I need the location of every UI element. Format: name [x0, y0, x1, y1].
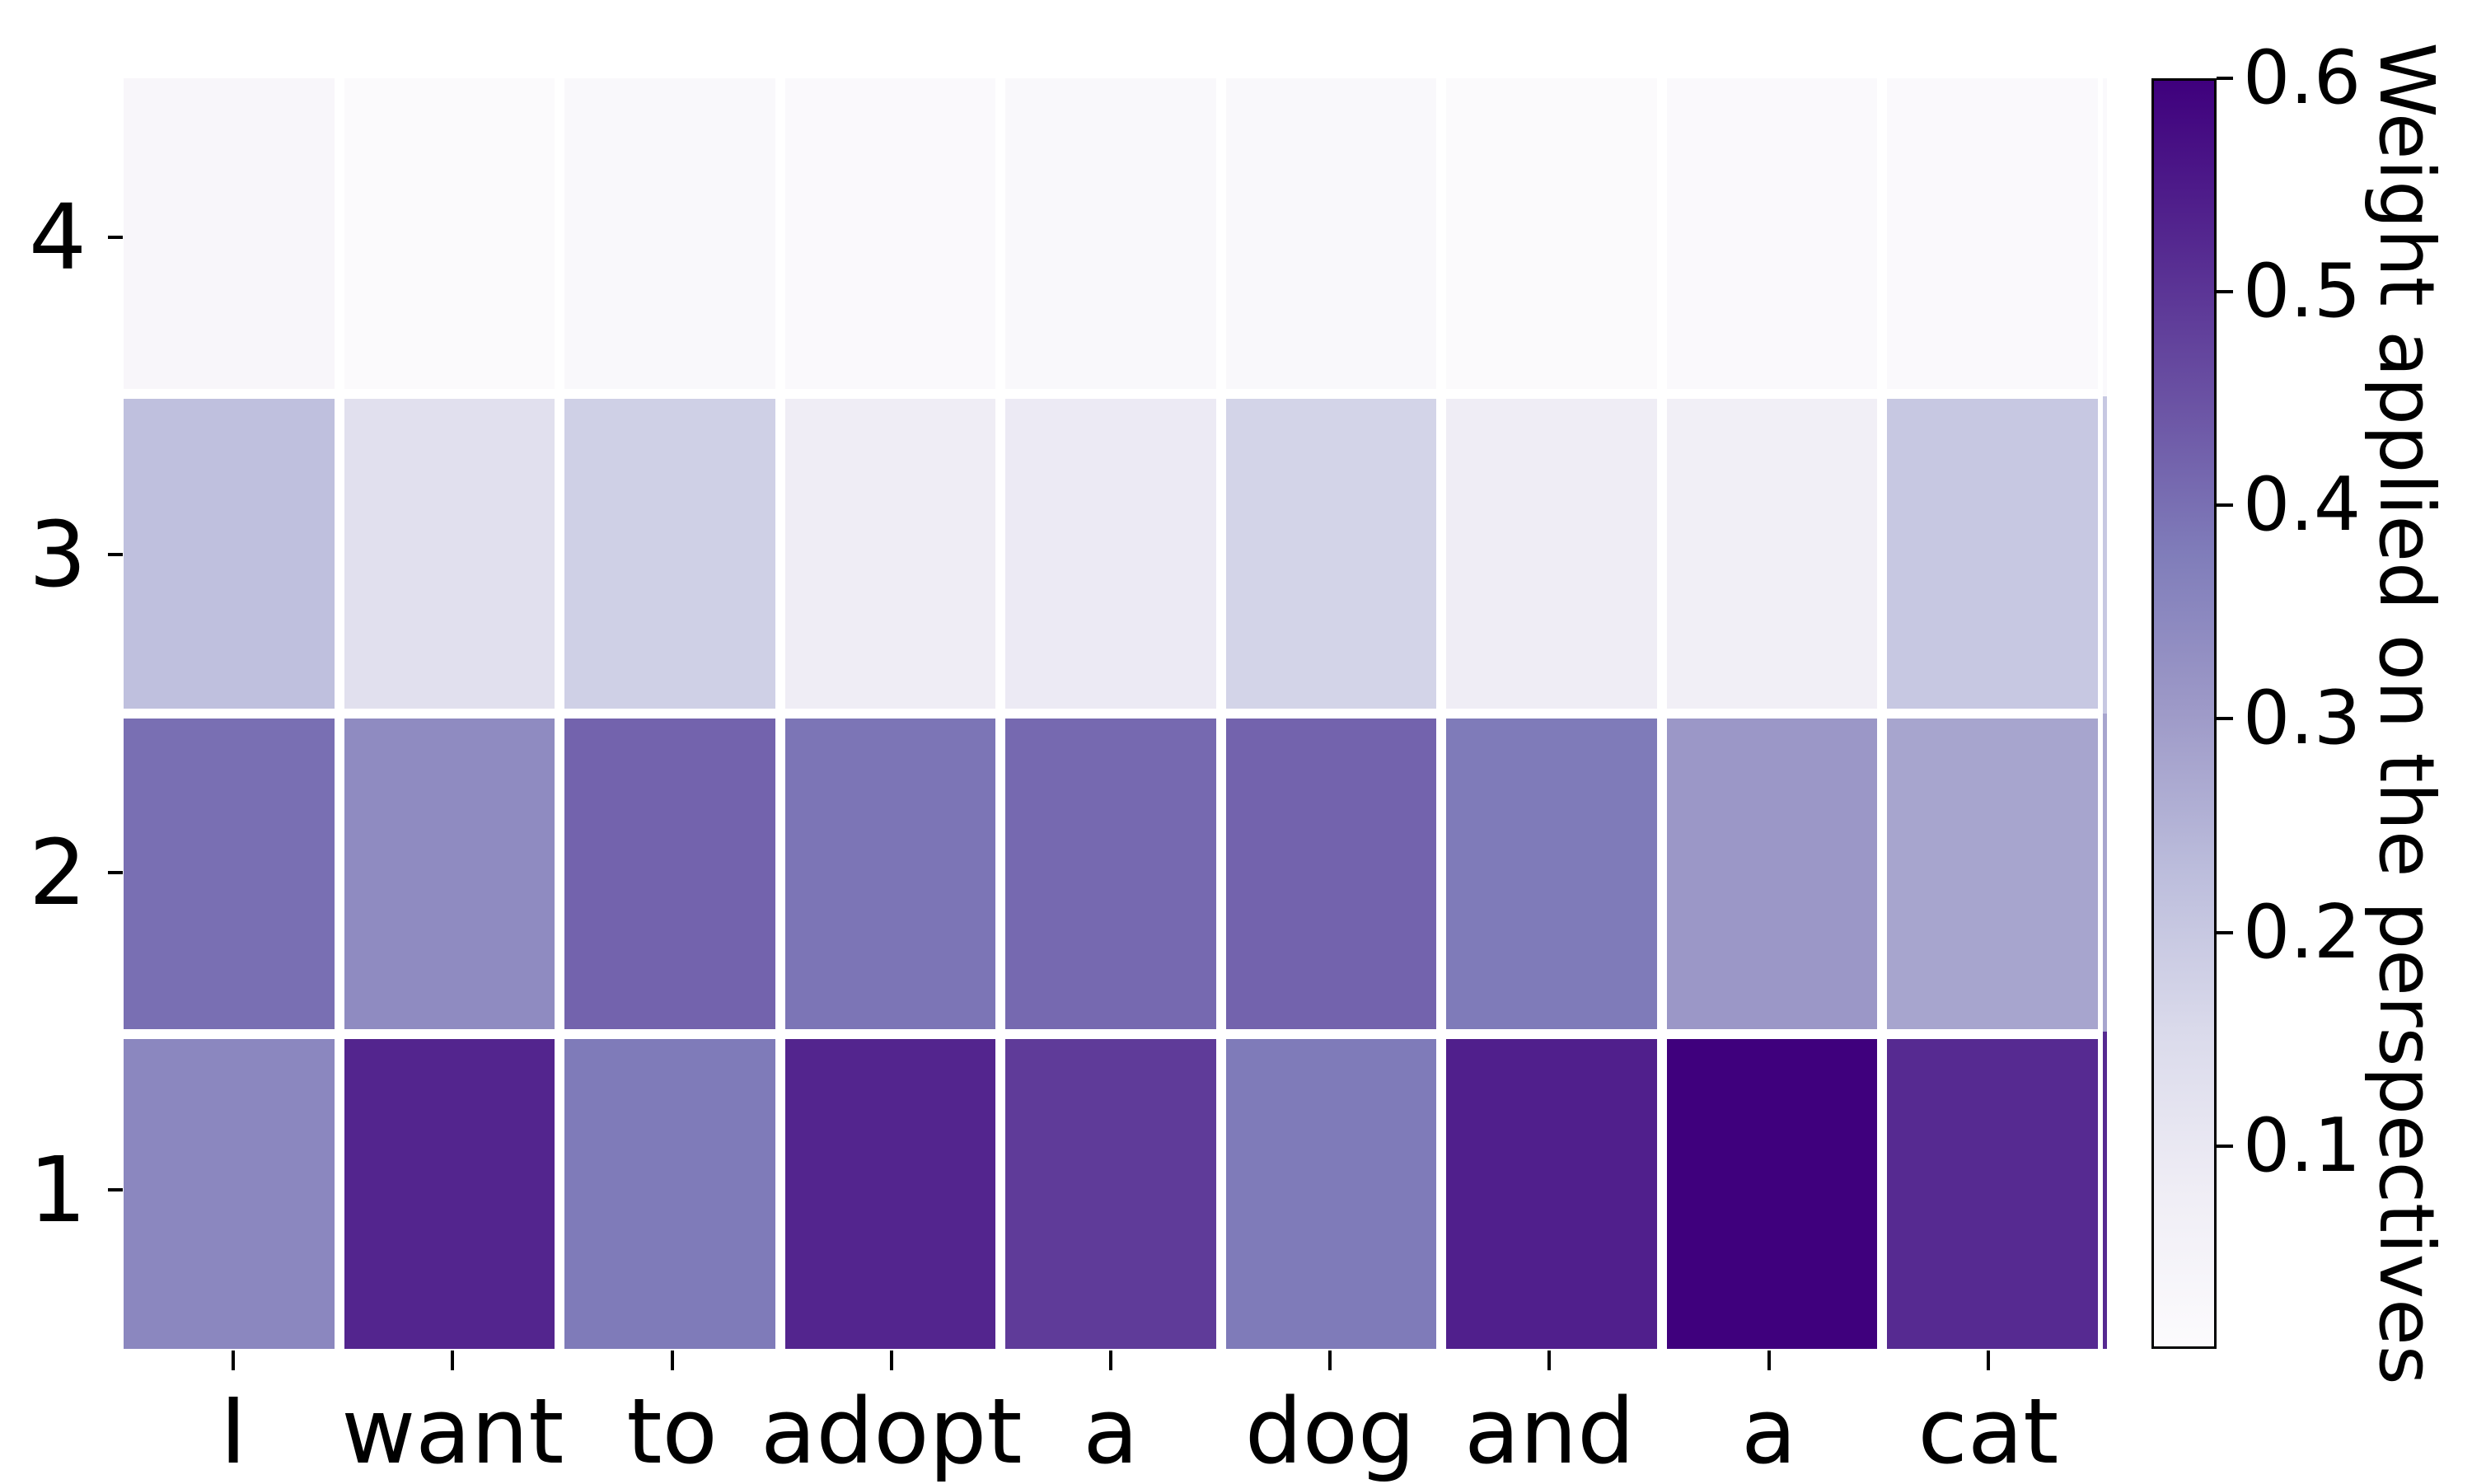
- heatmap-cell-row1-and-6: [1446, 1038, 1657, 1349]
- y-tick-label-1: 1: [29, 1137, 87, 1243]
- heatmap-cell-row1-cat-8: [1887, 1038, 2098, 1349]
- heatmap-cell-row3-and-6: [1446, 398, 1657, 709]
- colorbar-tick-label-0.3: 0.3: [2243, 675, 2362, 762]
- heatmap-cell-row1-to-2: [564, 1038, 775, 1349]
- heatmap-cell-row3-dog-5: [1225, 398, 1437, 709]
- heatmap-cell-row2-adopt-3: [784, 719, 996, 1029]
- mesh-edge-segment-row1: [2103, 1031, 2107, 1349]
- x-tick-want-1: [451, 1351, 455, 1370]
- colorbar: [2151, 78, 2217, 1349]
- y-tick-1: [108, 1188, 123, 1192]
- y-tick-label-2: 2: [29, 819, 87, 925]
- heatmap-cell-row3-to-2: [564, 398, 775, 709]
- x-tick-label-and-6: and: [1463, 1379, 1635, 1484]
- heatmap-cell-row1-a-4: [1005, 1038, 1216, 1349]
- colorbar-tick-label-0.1: 0.1: [2243, 1102, 2362, 1189]
- heatmap-cell-row4-want-1: [344, 78, 555, 389]
- heatmap-cell-row1-I-0: [124, 1038, 335, 1349]
- heatmap-cell-row4-cat-8: [1887, 78, 2098, 389]
- heatmap-cell-row4-a-7: [1666, 78, 1878, 389]
- x-tick-label-want-1: want: [341, 1379, 564, 1484]
- colorbar-tick-label-0.6: 0.6: [2243, 35, 2362, 121]
- heatmap-cell-row1-want-1: [344, 1038, 555, 1349]
- heatmap-mesh-right-edge: [2103, 78, 2107, 1349]
- heatmap-cell-row4-a-4: [1005, 78, 1216, 389]
- heatmap-cell-row2-want-1: [344, 719, 555, 1029]
- x-tick-label-a-7: a: [1740, 1379, 1797, 1484]
- heatmap-plot-area: [124, 78, 2098, 1349]
- y-tick-4: [108, 235, 123, 239]
- heatmap-cell-row1-adopt-3: [784, 1038, 996, 1349]
- y-tick-2: [108, 870, 123, 874]
- heatmap-cell-row3-a-4: [1005, 398, 1216, 709]
- colorbar-tick-0.4: [2217, 503, 2233, 508]
- x-tick-label-dog-5: dog: [1244, 1379, 1416, 1484]
- heatmap-cell-row4-I-0: [124, 78, 335, 389]
- colorbar-tick-label-0.5: 0.5: [2243, 248, 2362, 335]
- heatmap-cell-row1-dog-5: [1225, 1038, 1437, 1349]
- colorbar-tick-label-0.4: 0.4: [2243, 461, 2362, 549]
- x-tick-label-adopt-3: adopt: [761, 1379, 1023, 1484]
- colorbar-tick-0.1: [2217, 1144, 2233, 1148]
- x-tick-cat-8: [1986, 1351, 1990, 1370]
- x-tick-dog-5: [1328, 1351, 1332, 1370]
- x-tick-I-0: [232, 1351, 236, 1370]
- heatmap-cell-row4-to-2: [564, 78, 775, 389]
- x-tick-adopt-3: [889, 1351, 893, 1370]
- colorbar-axis-label: Weight applied on the perspectives: [2362, 42, 2451, 1385]
- y-tick-label-4: 4: [29, 184, 87, 290]
- heatmap-cell-row4-adopt-3: [784, 78, 996, 389]
- x-tick-label-to-2: to: [626, 1379, 718, 1484]
- heatmap-cell-row2-I-0: [124, 719, 335, 1029]
- heatmap-cell-row3-I-0: [124, 398, 335, 709]
- mesh-edge-segment-row4: [2103, 78, 2107, 396]
- heatmap-cell-row2-a-4: [1005, 719, 1216, 1029]
- x-tick-label-cat-8: cat: [1917, 1379, 2059, 1484]
- heatmap-cell-row4-and-6: [1446, 78, 1657, 389]
- x-tick-to-2: [670, 1351, 674, 1370]
- colorbar-tick-0.5: [2217, 290, 2233, 294]
- x-tick-label-I-0: I: [219, 1379, 247, 1484]
- heatmap-cell-row3-want-1: [344, 398, 555, 709]
- colorbar-tick-0.3: [2217, 717, 2233, 721]
- heatmap-cell-row2-dog-5: [1225, 719, 1437, 1029]
- heatmap-cell-row3-cat-8: [1887, 398, 2098, 709]
- mesh-edge-segment-row2: [2103, 714, 2107, 1032]
- y-tick-3: [108, 553, 123, 557]
- heatmap-cell-row3-adopt-3: [784, 398, 996, 709]
- colorbar-tick-0.6: [2217, 77, 2233, 80]
- mesh-edge-segment-row3: [2103, 396, 2107, 714]
- x-tick-a-4: [1109, 1351, 1112, 1370]
- x-tick-a-7: [1767, 1351, 1771, 1370]
- heatmap-cell-row2-and-6: [1446, 719, 1657, 1029]
- x-tick-and-6: [1547, 1351, 1552, 1370]
- heatmap-cell-row3-a-7: [1666, 398, 1878, 709]
- heatmap-cell-row2-cat-8: [1887, 719, 2098, 1029]
- x-tick-label-a-4: a: [1083, 1379, 1139, 1484]
- heatmap-cell-row2-a-7: [1666, 719, 1878, 1029]
- heatmap-cell-row2-to-2: [564, 719, 775, 1029]
- colorbar-tick-0.2: [2217, 930, 2233, 934]
- heatmap-cell-row4-dog-5: [1225, 78, 1437, 389]
- colorbar-tick-label-0.2: 0.2: [2243, 888, 2362, 976]
- y-tick-label-3: 3: [29, 502, 87, 608]
- heatmap-cell-row1-a-7: [1666, 1038, 1878, 1349]
